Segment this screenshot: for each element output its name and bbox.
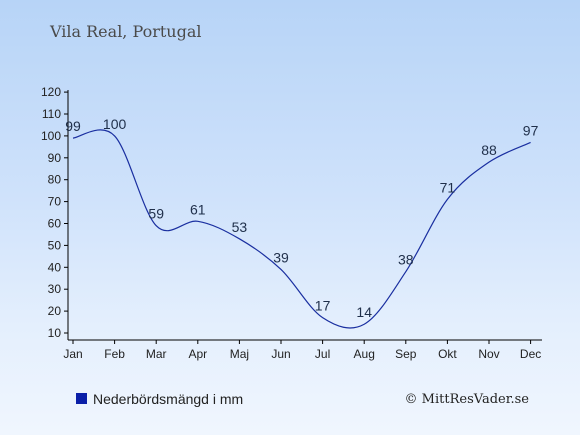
y-ticks: 10 20 30 40 50 60 70 80 90 100 110 120 bbox=[41, 85, 68, 340]
chart-title: Vila Real, Portugal bbox=[49, 22, 202, 41]
y-tick-label: 110 bbox=[42, 107, 61, 121]
data-label: 100 bbox=[103, 116, 127, 132]
x-tick-label: Jul bbox=[315, 347, 330, 361]
data-label: 17 bbox=[315, 298, 331, 314]
data-label: 38 bbox=[398, 252, 414, 268]
x-tick-label: Apr bbox=[188, 347, 207, 361]
data-label: 97 bbox=[523, 122, 539, 138]
data-label: 88 bbox=[481, 142, 497, 158]
x-ticks: Jan Feb Mar Apr Maj Jun Jul Aug Sep Okt Nov Dec bbox=[63, 340, 541, 361]
y-tick-label: 30 bbox=[48, 282, 62, 296]
y-tick-label: 120 bbox=[41, 85, 61, 99]
y-tick-label: 60 bbox=[48, 217, 62, 231]
y-tick-label: 100 bbox=[41, 129, 61, 143]
x-tick-label: Jun bbox=[271, 347, 290, 361]
data-label: 59 bbox=[148, 206, 164, 222]
data-label: 71 bbox=[440, 179, 456, 195]
data-label: 61 bbox=[190, 201, 206, 217]
legend-marker bbox=[76, 393, 87, 404]
y-tick-label: 70 bbox=[48, 195, 62, 209]
x-tick-label: Jan bbox=[63, 347, 82, 361]
credit-text: © MittResVader.se bbox=[405, 392, 530, 407]
x-tick-label: Sep bbox=[395, 347, 417, 361]
x-tick-label: Feb bbox=[104, 347, 125, 361]
y-tick-label: 10 bbox=[48, 326, 62, 340]
series-line bbox=[72, 129, 531, 329]
data-label: 39 bbox=[273, 249, 289, 265]
y-tick-label: 20 bbox=[48, 304, 62, 318]
x-tick-label: Aug bbox=[354, 347, 375, 361]
y-tick-label: 80 bbox=[48, 173, 62, 187]
x-tick-label: Mar bbox=[146, 347, 167, 361]
data-label: 53 bbox=[232, 219, 248, 235]
legend-label: Nederbördsmängd i mm bbox=[93, 391, 243, 407]
y-tick-label: 90 bbox=[48, 151, 62, 165]
data-label: 99 bbox=[65, 118, 81, 134]
y-tick-label: 40 bbox=[48, 260, 62, 274]
x-tick-label: Dec bbox=[520, 347, 541, 361]
data-labels: 99 100 59 61 53 39 17 14 38 71 88 97 bbox=[65, 116, 538, 320]
data-label: 14 bbox=[356, 304, 372, 320]
x-tick-label: Okt bbox=[438, 347, 457, 361]
y-tick-label: 50 bbox=[48, 238, 62, 252]
x-tick-label: Maj bbox=[230, 347, 249, 361]
x-tick-label: Nov bbox=[478, 347, 499, 361]
